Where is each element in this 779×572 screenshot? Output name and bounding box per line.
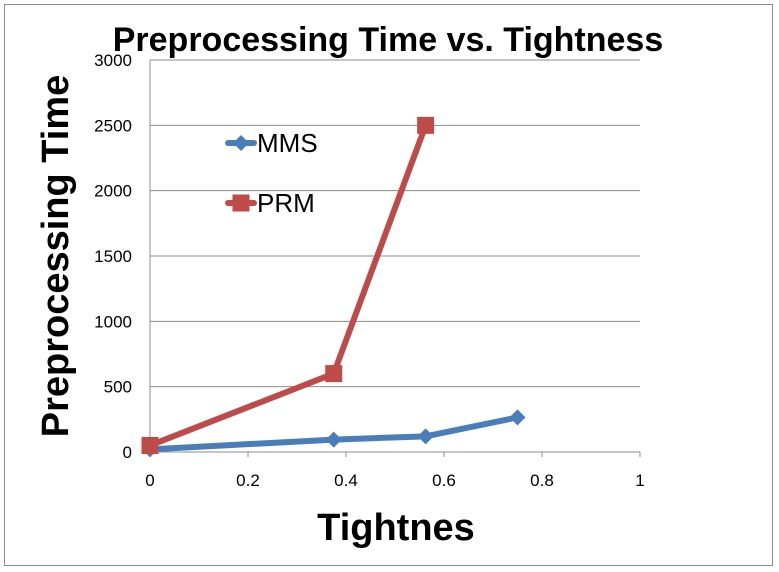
x-tick-label: 1 (635, 471, 644, 490)
data-point-prm (141, 436, 159, 454)
chart-title: Preprocessing Time vs. Tightness (113, 21, 664, 59)
legend-item-mms: MMS (225, 128, 318, 158)
y-tick-label: 0 (123, 443, 132, 462)
x-tick-label: 0 (145, 471, 154, 490)
y-tick-labels: 0 500 1000 1500 2000 2500 3000 (94, 51, 132, 462)
series-prm (141, 116, 435, 454)
data-point-prm (417, 116, 435, 134)
x-tick-label: 0.2 (236, 471, 260, 490)
y-tick-label: 500 (104, 378, 132, 397)
y-axis-title: Preprocessing Time (35, 75, 77, 438)
data-point-mms (509, 409, 526, 426)
x-tick-label: 0.4 (334, 471, 358, 490)
x-tick-labels: 0 0.2 0.4 0.6 0.8 1 (145, 471, 644, 490)
series-line-prm (147, 122, 429, 449)
gridlines (150, 59, 640, 388)
legend-item-prm: PRM (225, 188, 315, 218)
y-tick-label: 1000 (94, 312, 132, 331)
legend-marker (232, 194, 250, 212)
y-tick-label: 1500 (94, 247, 132, 266)
legend-label: MMS (257, 128, 318, 158)
x-tick-label: 0.6 (432, 471, 456, 490)
series-layer (141, 116, 526, 458)
x-tick-label: 0.8 (530, 471, 554, 490)
y-tick-label: 2500 (94, 116, 132, 135)
axes (149, 60, 641, 457)
legend: MMS PRM (225, 128, 318, 218)
y-tick-label: 2000 (94, 182, 132, 201)
data-point-prm (325, 365, 343, 383)
y-tick-label: 3000 (94, 51, 132, 70)
series-mms (142, 409, 526, 458)
series-line-mms (147, 414, 521, 453)
legend-label: PRM (257, 188, 315, 218)
data-point-mms (417, 428, 434, 445)
x-axis-title: Tightnes (317, 507, 475, 549)
chart-frame (4, 4, 773, 566)
legend-marker (233, 135, 249, 151)
data-point-mms (325, 431, 342, 448)
